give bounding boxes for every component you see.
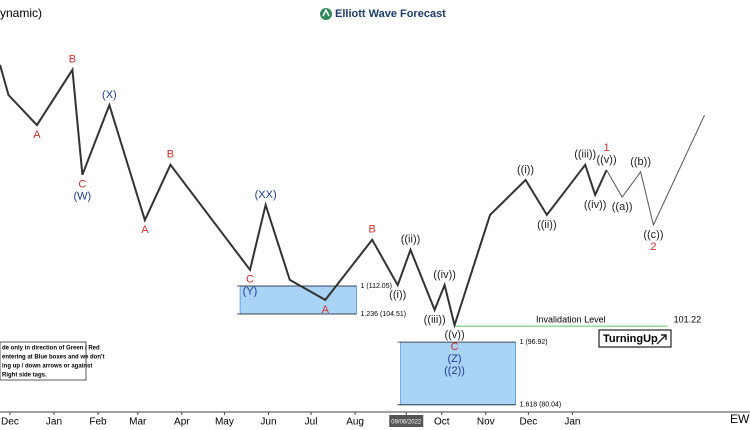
wave-label: (XX) (255, 189, 277, 201)
wave-label: 1 (603, 142, 609, 154)
x-tick-label: Jan (564, 417, 580, 428)
wave-label: A (33, 129, 41, 141)
x-tick-label: Jun (260, 417, 276, 428)
wave-label: ((2)) (444, 365, 465, 377)
wave-label: (W) (74, 191, 92, 203)
x-tick-label: Nov (477, 417, 495, 428)
wave-label: ((ii)) (537, 219, 557, 231)
invalidation-value: 101.22 (674, 315, 702, 325)
wave-label: B (167, 149, 174, 161)
fib-level-label: 1 (112.05) (361, 283, 392, 290)
x-tick-label: 09/06/2022 (391, 420, 422, 426)
note-line: Right side tags. (2, 373, 47, 379)
x-tick-label: Mar (129, 417, 147, 428)
wave-label: (Z) (448, 353, 462, 365)
brand-logo (320, 8, 332, 20)
wave-label: C (246, 274, 254, 286)
date-box (389, 415, 424, 427)
turningup-arrow (656, 334, 667, 345)
wave-label: ((v)) (596, 154, 616, 166)
wave-label: ((ii)) (401, 234, 421, 246)
x-tick-label: Aug (346, 417, 364, 428)
wave-label: B (69, 54, 76, 66)
turningup-button[interactable] (598, 329, 672, 348)
wave-label: C (451, 341, 459, 353)
price-line (0, 64, 608, 329)
x-tick-label: Feb (89, 417, 107, 428)
wave-label: B (368, 224, 375, 236)
wave-label: ((c)) (643, 229, 663, 241)
brand-logo-mark (322, 8, 330, 17)
turningup-text[interactable]: TurningUp (603, 333, 658, 345)
wave-label: ((i)) (389, 289, 406, 301)
wave-label: (Y) (243, 286, 258, 298)
fib-level-label: 1.236 (104.51) (361, 311, 407, 318)
invalidation-text: Invalidation Level (536, 315, 606, 325)
x-tick-label: May (215, 417, 234, 428)
x-tick-label: Oct (434, 417, 450, 428)
x-tick-label: Dec (1, 417, 19, 428)
wave-label: ((b)) (630, 156, 651, 168)
brand-name: Elliott Wave Forecast (335, 8, 446, 20)
wave-label: ((iii)) (574, 149, 596, 161)
wave-label: A (141, 224, 149, 236)
corner-text: EW (730, 412, 750, 426)
note-line: entering at Blue boxes and we don't (2, 355, 104, 361)
x-tick-label: Apr (174, 417, 190, 428)
wave-label: 2 (650, 241, 656, 253)
x-tick-label: Jan (46, 417, 62, 428)
fib-zone (239, 285, 357, 315)
wave-label: ((i)) (517, 164, 534, 176)
wave-label: C (78, 179, 86, 191)
wave-label: A (322, 304, 330, 316)
price-line (606, 114, 705, 227)
note-line: de only in direction of Green / Red (2, 346, 100, 352)
x-tick-label: Jul (305, 417, 318, 428)
wave-label: ((iii)) (424, 314, 446, 326)
fib-level-label: 1.618 (80.04) (520, 402, 562, 409)
indicator-text: ynamic) (0, 6, 42, 20)
wave-label: ((a)) (612, 201, 633, 213)
wave-label: ((iv)) (584, 199, 607, 211)
x-tick-label: Dec (520, 417, 538, 428)
note-line: ing up / down arrows or against (2, 364, 92, 370)
note-box (0, 341, 87, 381)
wave-label: (X) (102, 89, 117, 101)
wave-label: ((iv)) (433, 269, 456, 281)
wave-label: ((v)) (444, 329, 464, 341)
fib-zone (400, 341, 516, 406)
fib-level-label: 1 (96.92) (520, 339, 548, 346)
